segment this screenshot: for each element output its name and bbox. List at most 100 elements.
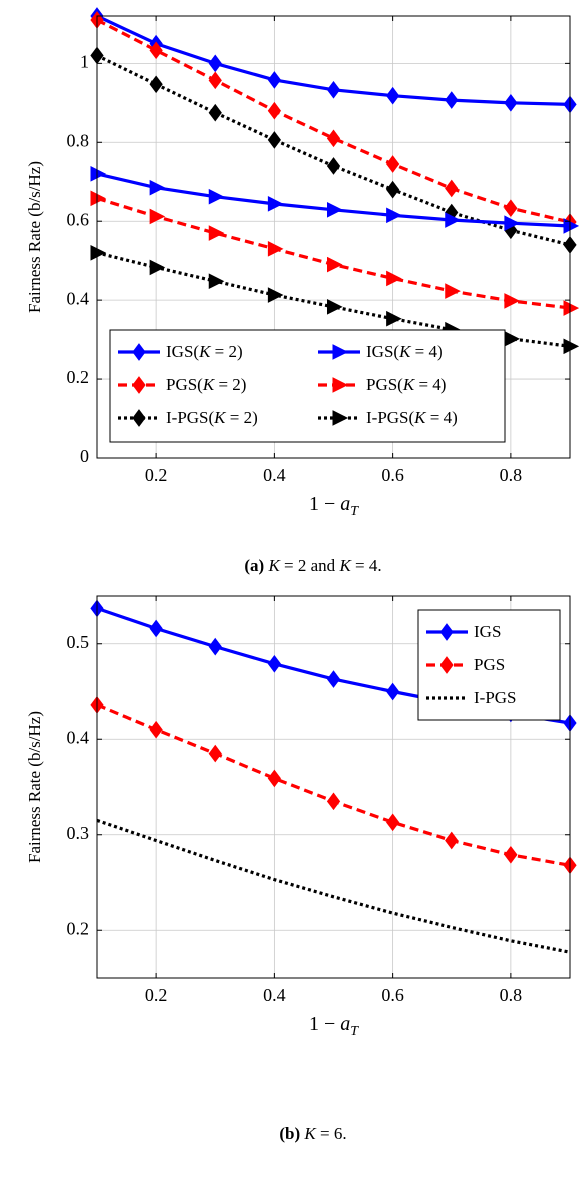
data-point xyxy=(386,310,402,327)
data-point xyxy=(326,670,341,688)
data-point xyxy=(149,75,163,94)
data-point xyxy=(563,338,579,355)
legend-label: IGS xyxy=(474,622,501,641)
data-point xyxy=(267,196,284,212)
plot-frame xyxy=(96,15,571,459)
data-point xyxy=(267,241,284,257)
y-tick-label: 0.6 xyxy=(67,209,90,229)
y-tick-label: 0.4 xyxy=(67,288,90,308)
x-tick-label: 0.4 xyxy=(263,465,286,485)
series-line-3 xyxy=(96,818,571,954)
chart-a: 0.2 0.4 0.6 0.8 0 0.2 0.4 0.6 0.8 1 Fairness Rate … xyxy=(25,7,579,575)
data-point xyxy=(149,179,166,196)
data-point xyxy=(208,71,222,90)
legend-label: I-PGS xyxy=(474,688,517,707)
data-point xyxy=(267,131,281,149)
data-point xyxy=(445,91,459,109)
data-point xyxy=(563,300,579,316)
x-axis-label: 1 − aT xyxy=(309,493,359,519)
y-tick-label: 0.2 xyxy=(67,367,90,387)
data-point xyxy=(504,215,520,231)
data-point xyxy=(386,180,400,199)
data-point xyxy=(386,682,400,701)
data-point xyxy=(149,619,163,638)
data-point xyxy=(208,54,222,73)
data-point xyxy=(267,101,281,120)
data-point xyxy=(504,845,518,864)
data-point xyxy=(267,287,284,303)
legend-label: PGS(K = 2) xyxy=(166,375,246,394)
legend-label: IGS(K = 4) xyxy=(366,342,443,361)
series-line-2 xyxy=(96,703,571,867)
legend-marker xyxy=(132,343,146,361)
legend-marker xyxy=(440,656,454,674)
data-point xyxy=(208,225,225,241)
legend: IGS(K = 2) PGS(K = 2) I-PGS(K = 2) IGS(K = … xyxy=(109,329,506,443)
plot-frame xyxy=(96,595,571,979)
caption: (a) K = 2 and K = 4. xyxy=(244,556,381,575)
y-tick-label: 0.8 xyxy=(67,130,90,150)
legend-marker xyxy=(132,376,146,394)
data-point xyxy=(90,190,107,207)
data-point xyxy=(208,273,225,290)
data-point xyxy=(267,769,281,788)
data-point xyxy=(504,93,518,112)
series-line-2 xyxy=(96,18,571,224)
chart-b: 0.2 0.4 0.6 0.8 0.2 0.3 0.4 0.5 Fairness Rate (b… xyxy=(25,595,577,1143)
data-point xyxy=(386,813,400,832)
x-tick-label: 0.2 xyxy=(145,465,168,485)
data-point xyxy=(208,103,222,122)
caption: (b) K = 6. xyxy=(279,1124,346,1143)
y-tick-label: 0.3 xyxy=(67,823,90,843)
data-point xyxy=(149,259,166,276)
x-tick-label: 0.6 xyxy=(381,985,404,1005)
legend-label: PGS(K = 4) xyxy=(366,375,446,394)
data-point xyxy=(504,331,520,347)
data-point xyxy=(504,293,520,309)
x-tick-label: 0.8 xyxy=(500,985,523,1005)
data-point xyxy=(327,299,343,315)
data-point xyxy=(327,256,343,273)
data-point xyxy=(504,199,518,218)
x-tick-label: 0.2 xyxy=(145,985,168,1005)
data-point xyxy=(327,201,343,218)
data-point xyxy=(386,155,400,173)
data-point xyxy=(90,166,107,182)
data-point xyxy=(445,283,461,299)
data-point xyxy=(326,792,341,811)
data-point xyxy=(326,129,341,148)
data-point xyxy=(267,654,281,673)
x-axis-label: 1 − aT xyxy=(309,1013,359,1039)
y-tick-label: 1 xyxy=(80,51,89,71)
data-point xyxy=(445,831,459,850)
data-point xyxy=(90,244,107,261)
x-tick-label: 0.6 xyxy=(381,465,404,485)
y-tick-label: 0.5 xyxy=(67,632,90,652)
x-tick-label: 0.8 xyxy=(500,465,523,485)
data-point xyxy=(386,207,402,224)
legend-label: PGS xyxy=(474,655,505,674)
legend-label: I-PGS(K = 2) xyxy=(166,408,258,427)
legend-marker xyxy=(132,409,146,427)
data-point xyxy=(208,188,225,205)
legend: IGS PGS I-PGS xyxy=(417,609,561,721)
data-point xyxy=(267,71,281,89)
data-point xyxy=(149,720,163,739)
legend-marker xyxy=(332,410,349,426)
data-point xyxy=(326,80,341,99)
data-point xyxy=(208,637,222,656)
y-tick-label: 0.4 xyxy=(67,727,90,747)
legend-marker xyxy=(440,623,454,641)
data-point xyxy=(326,157,341,175)
y-axis-label: Fairness Rate (b/s/Hz) xyxy=(25,161,44,313)
ticks: 0.2 0.4 0.6 0.8 0 0.2 0.4 0.6 0.8 1 xyxy=(67,16,570,485)
y-axis-label: Fairness Rate (b/s/Hz) xyxy=(25,711,44,863)
data-point xyxy=(208,744,222,763)
data-point xyxy=(445,212,461,228)
series-line-5 xyxy=(96,196,571,310)
legend-label: I-PGS(K = 4) xyxy=(366,408,458,427)
legend-marker xyxy=(332,377,349,393)
legend-marker xyxy=(332,344,349,360)
y-tick-label: 0.2 xyxy=(67,918,90,938)
